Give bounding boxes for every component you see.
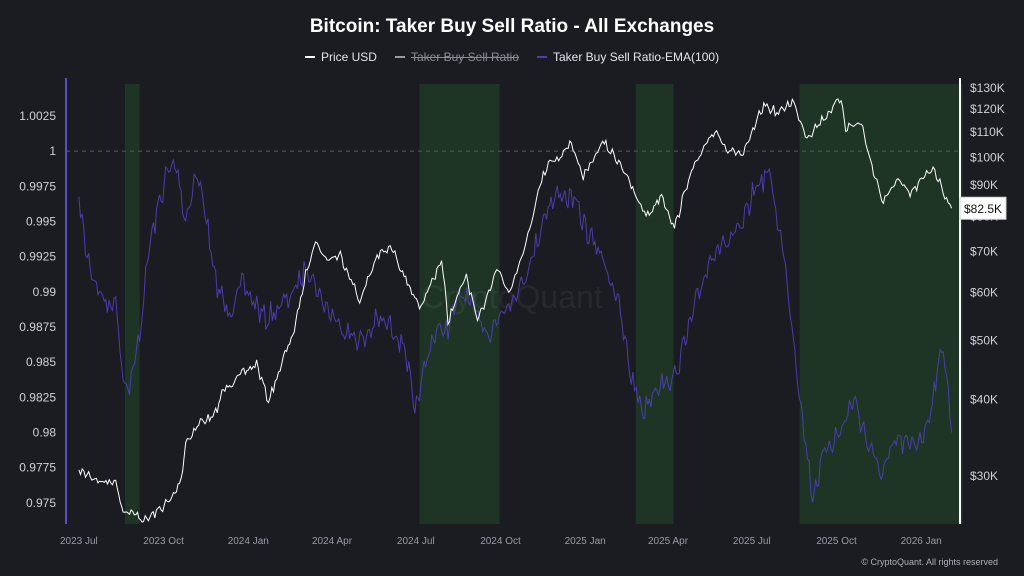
highlight-band-1 [419, 84, 500, 524]
highlight-band-0 [124, 84, 140, 524]
legend-label-ema: Taker Buy Sell Ratio-EMA(100) [553, 50, 720, 64]
left-tick-label: 0.99 [33, 285, 57, 299]
legend-swatch-ratio [394, 56, 405, 58]
left-tick-label: 0.9875 [19, 320, 56, 334]
x-tick-label: 2025 Jan [565, 536, 606, 547]
current-price-text: $82.5K [964, 202, 1002, 216]
x-tick-label: 2025 Apr [648, 536, 689, 547]
left-tick-label: 0.9975 [19, 179, 56, 193]
right-tick-label: $30K [970, 469, 998, 483]
left-tick-label: 1 [49, 144, 56, 158]
series-line-price [78, 97, 953, 523]
highlight-band-3 [799, 84, 963, 524]
left-tick-label: 0.9775 [19, 461, 56, 475]
left-tick-label: 0.975 [26, 496, 56, 510]
watermark-text: CryptoQuant [421, 279, 603, 315]
left-tick-label: 0.9825 [19, 390, 56, 404]
left-tick-label: 1.0025 [19, 109, 56, 123]
right-tick-label: $130K [970, 81, 1005, 95]
right-tick-label: $70K [970, 245, 998, 259]
copyright-footer: © CryptoQuant. All rights reserved [861, 557, 998, 567]
highlight-band-2 [635, 84, 674, 524]
current-price-label: $82.5K [959, 196, 1007, 220]
legend-label-ratio: Taker Buy Sell Ratio [410, 50, 519, 64]
right-tick-label: $90K [970, 178, 998, 192]
legend-item-price[interactable]: Price USD [304, 50, 377, 64]
chart-legend: Price USD Taker Buy Sell Ratio Taker Buy… [0, 50, 1024, 64]
right-tick-label: $50K [970, 334, 998, 348]
right-tick-label: $100K [970, 150, 1005, 164]
right-tick-label: $40K [970, 393, 998, 407]
legend-swatch-ema [537, 56, 547, 58]
chart-title: Bitcoin: Taker Buy Sell Ratio - All Exch… [309, 16, 715, 37]
legend-label-price: Price USD [320, 50, 377, 64]
x-tick-label: 2024 Jul [397, 536, 435, 547]
x-tick-label: 2024 Jan [228, 536, 269, 547]
legend-swatch-price [304, 56, 315, 58]
x-tick-label: 2023 Jul [60, 536, 98, 547]
legend-item-ratio[interactable]: Taker Buy Sell Ratio [394, 50, 519, 64]
x-tick-label: 2025 Oct [816, 536, 857, 547]
right-tick-label: $110K [970, 125, 1004, 139]
right-tick-label: $120K [970, 102, 1005, 116]
x-tick-label: 2025 Jul [733, 536, 771, 547]
right-tick-label: $60K [970, 285, 998, 299]
x-tick-label: 2026 Jan [901, 536, 942, 547]
series-line-ema [78, 158, 953, 503]
left-tick-label: 0.995 [26, 215, 56, 229]
x-tick-label: 2023 Oct [143, 536, 184, 547]
x-tick-label: 2024 Oct [480, 536, 521, 547]
x-tick-label: 2024 Apr [312, 536, 353, 547]
left-tick-label: 0.9925 [19, 250, 56, 264]
left-tick-label: 0.985 [26, 355, 56, 369]
left-tick-label: 0.98 [33, 426, 57, 440]
legend-item-ema[interactable]: Taker Buy Sell Ratio-EMA(100) [537, 50, 719, 64]
